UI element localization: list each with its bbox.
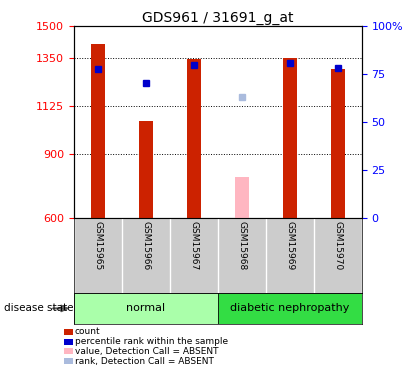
- Text: diabetic nephropathy: diabetic nephropathy: [230, 303, 349, 313]
- Text: rank, Detection Call = ABSENT: rank, Detection Call = ABSENT: [75, 357, 214, 366]
- Bar: [187, 59, 201, 217]
- Bar: [91, 44, 105, 218]
- Bar: [282, 58, 297, 217]
- Title: GDS961 / 31691_g_at: GDS961 / 31691_g_at: [142, 11, 293, 25]
- Bar: [74, 292, 218, 324]
- Text: value, Detection Call = ABSENT: value, Detection Call = ABSENT: [75, 347, 218, 356]
- Bar: [139, 121, 153, 218]
- Bar: [218, 292, 362, 324]
- Text: GSM15967: GSM15967: [189, 221, 199, 270]
- Text: GSM15969: GSM15969: [285, 221, 294, 270]
- Text: disease state: disease state: [4, 303, 74, 313]
- Text: GSM15970: GSM15970: [333, 221, 342, 270]
- Text: GSM15968: GSM15968: [237, 221, 246, 270]
- Text: GSM15966: GSM15966: [141, 221, 150, 270]
- Text: count: count: [75, 327, 100, 336]
- Bar: [330, 69, 345, 218]
- Text: normal: normal: [126, 303, 166, 313]
- Text: GSM15965: GSM15965: [93, 221, 102, 270]
- Text: percentile rank within the sample: percentile rank within the sample: [75, 337, 228, 346]
- Bar: [235, 177, 249, 218]
